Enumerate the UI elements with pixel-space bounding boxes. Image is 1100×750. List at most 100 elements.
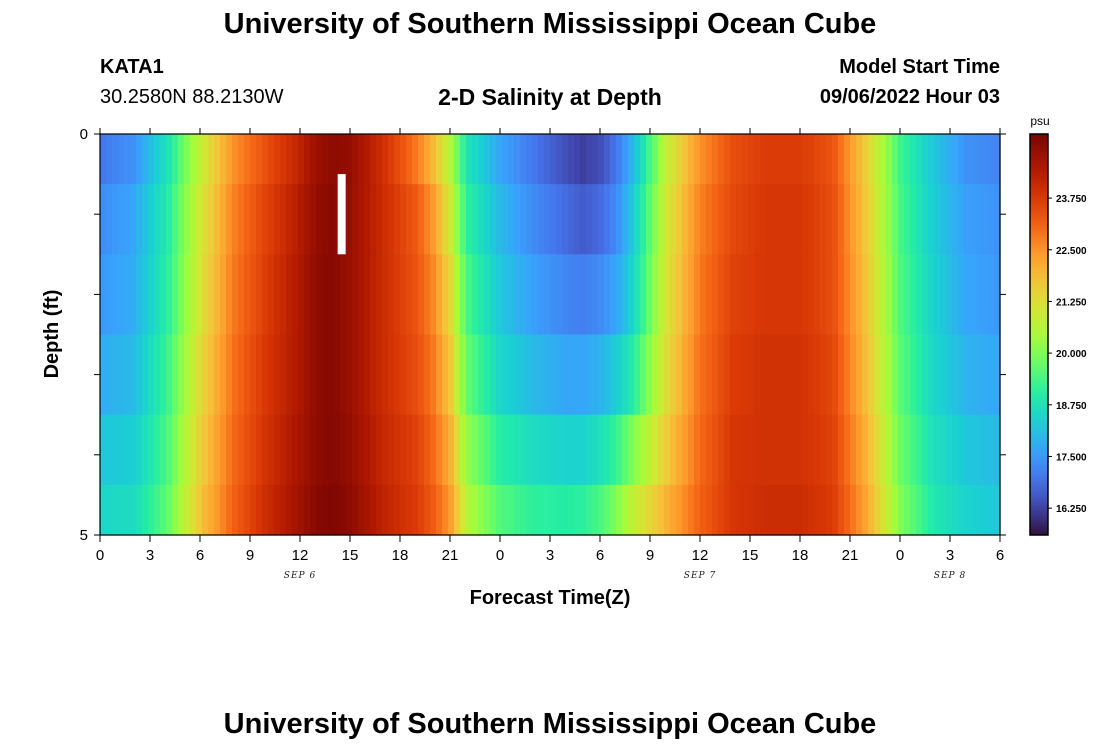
heatmap-cell <box>550 414 557 486</box>
heatmap-cell <box>808 254 815 336</box>
heatmap-cell <box>154 254 161 336</box>
x-tick-label: 3 <box>146 547 154 564</box>
heatmap-cell <box>334 134 341 185</box>
heatmap-cell <box>514 134 521 185</box>
heatmap-cell <box>832 484 839 536</box>
heatmap-cell <box>322 134 329 185</box>
heatmap-cell <box>490 134 497 185</box>
heatmap-cell <box>454 184 461 255</box>
heatmap-cell <box>298 334 305 416</box>
heatmap-cell <box>958 134 965 185</box>
heatmap-cell <box>352 134 359 185</box>
heatmap-cell <box>622 134 629 185</box>
heatmap-cell <box>214 184 221 255</box>
heatmap-cell <box>826 334 833 416</box>
heatmap-cell <box>322 484 329 536</box>
heatmap-cell <box>688 134 695 185</box>
heatmap-cell <box>376 254 383 336</box>
heatmap-cell <box>166 334 173 416</box>
heatmap-cell <box>910 184 917 255</box>
heatmap-cell <box>100 254 107 336</box>
heatmap-cell <box>856 484 863 536</box>
heatmap-cell <box>814 334 821 416</box>
heatmap-cell <box>718 484 725 536</box>
heatmap-cell <box>874 484 881 536</box>
heatmap-cell <box>352 184 359 255</box>
heatmap-cell <box>250 134 257 185</box>
heatmap-cell <box>592 134 599 185</box>
heatmap-cell <box>148 254 155 336</box>
colorbar-tick-label: 16.250 <box>1056 504 1087 515</box>
heatmap-cell <box>412 184 419 255</box>
heatmap-cell <box>454 484 461 536</box>
heatmap-cell <box>598 484 605 536</box>
heatmap-cell <box>484 184 491 255</box>
heatmap-cell <box>742 254 749 336</box>
heatmap-cell <box>658 134 665 185</box>
heatmap-cell <box>742 134 749 185</box>
heatmap-cell <box>712 184 719 255</box>
heatmap-cell <box>796 484 803 536</box>
heatmap-cell <box>706 334 713 416</box>
heatmap-cell <box>952 414 959 486</box>
heatmap-cell <box>250 334 257 416</box>
heatmap-cell <box>520 484 527 536</box>
heatmap-cell <box>664 254 671 336</box>
heatmap-cell <box>382 414 389 486</box>
heatmap-cell <box>508 484 515 536</box>
heatmap-cell <box>118 184 125 255</box>
heatmap-cell <box>910 484 917 536</box>
heatmap-cell <box>286 414 293 486</box>
heatmap-cell <box>874 254 881 336</box>
heatmap-cell <box>118 254 125 336</box>
heatmap-cell <box>226 184 233 255</box>
heatmap-cell <box>766 254 773 336</box>
heatmap-cell <box>784 254 791 336</box>
heatmap-cell <box>838 334 845 416</box>
heatmap-cell <box>328 184 335 255</box>
heatmap-cell <box>148 334 155 416</box>
heatmap-cell <box>412 484 419 536</box>
heatmap-cell <box>436 184 443 255</box>
heatmap-cell <box>538 484 545 536</box>
heatmap-cell <box>400 254 407 336</box>
heatmap-cell <box>178 334 185 416</box>
heatmap-cell <box>976 484 983 536</box>
heatmap-cell <box>196 254 203 336</box>
heatmap-cell <box>556 184 563 255</box>
heatmap-cell <box>442 134 449 185</box>
heatmap-cell <box>436 484 443 536</box>
heatmap-cell <box>748 334 755 416</box>
heatmap-cell <box>460 254 467 336</box>
heatmap-cell <box>670 254 677 336</box>
heatmap-cell <box>424 184 431 255</box>
heatmap-cell <box>424 484 431 536</box>
heatmap-cell <box>280 134 287 185</box>
heatmap-cell <box>592 334 599 416</box>
heatmap-cell <box>886 184 893 255</box>
heatmap-cell <box>160 184 167 255</box>
heatmap-cell <box>406 414 413 486</box>
heatmap-cell <box>946 184 953 255</box>
heatmap-cell <box>304 254 311 336</box>
heatmap-cell <box>910 414 917 486</box>
heatmap-cell <box>928 184 935 255</box>
heatmap-cell <box>244 484 251 536</box>
heatmap-cell <box>622 334 629 416</box>
heatmap-cell <box>208 484 215 536</box>
heatmap-cell <box>226 414 233 486</box>
heatmap-cell <box>364 334 371 416</box>
heatmap-cell <box>724 134 731 185</box>
heatmap-cell <box>514 334 521 416</box>
heatmap-cell <box>676 484 683 536</box>
heatmap-cell <box>580 134 587 185</box>
heatmap-cell <box>988 484 995 536</box>
heatmap-cell <box>400 484 407 536</box>
heatmap-cell <box>454 254 461 336</box>
heatmap-cell <box>154 414 161 486</box>
heatmap-cell <box>922 414 929 486</box>
x-tick-label: 6 <box>996 547 1004 564</box>
heatmap-cell <box>994 134 1001 185</box>
x-tick-label: 12 <box>692 547 709 564</box>
heatmap-cell <box>190 334 197 416</box>
